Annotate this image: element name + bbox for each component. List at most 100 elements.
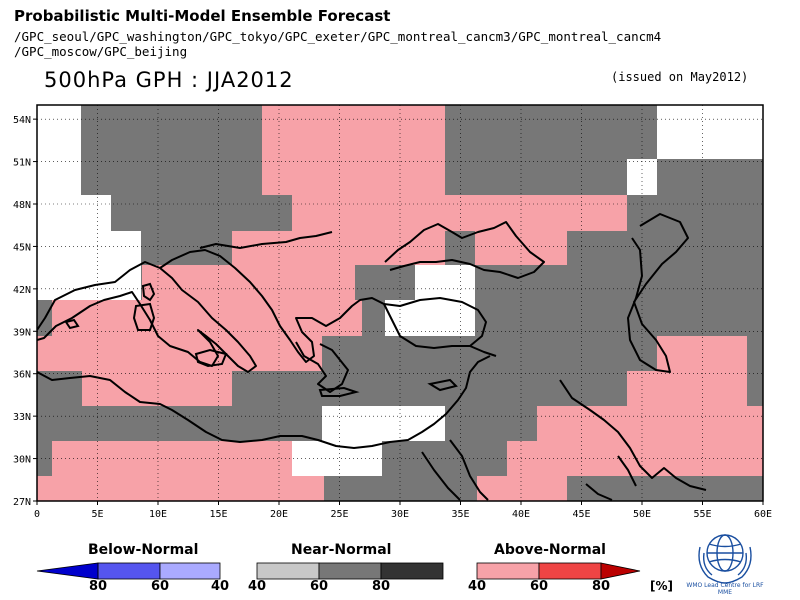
legend-swatch-below-40: [159, 562, 221, 580]
page-title: Probabilistic Multi-Model Ensemble Forec…: [14, 7, 391, 25]
lat-tick-label: 36N: [13, 370, 31, 381]
below-normal-region: [37, 231, 141, 265]
near-normal-patches: [37, 231, 763, 371]
below-normal-region: [37, 195, 111, 231]
lon-tick-label: 60E: [754, 509, 772, 520]
near-normal-region: [322, 336, 382, 371]
legend-title-below-normal: Below-Normal: [88, 542, 199, 558]
map-area: [37, 105, 763, 501]
coastline-adriatic-balkans: [159, 249, 497, 363]
lat-tick-label: 54N: [13, 115, 31, 126]
above-normal-region: [477, 476, 567, 501]
above-normal-region: [52, 441, 292, 476]
coastline-greece: [295, 341, 349, 393]
legend-below-normal-bar: [36, 562, 221, 580]
legend-swatch-above-80: [600, 562, 641, 580]
logo-caption: WMO Lead Centre for LRF MME: [686, 582, 764, 596]
coastline-baltic: [199, 231, 333, 249]
lat-tick-label: 51N: [13, 158, 31, 169]
coastline-north-africa: [37, 355, 491, 449]
island-sicily: [194, 348, 228, 368]
legend-swatch-near-60: [318, 562, 382, 580]
legend-tick-below-60: 60: [150, 579, 170, 594]
below-normal-region: [415, 265, 475, 300]
island-cyprus: [427, 378, 458, 392]
legend-swatch-above-40: [476, 562, 540, 580]
above-normal-region: [657, 336, 747, 371]
island-sardinia: [132, 302, 156, 331]
above-normal-region: [262, 105, 445, 195]
coastline-black-sea: [384, 221, 545, 279]
near-normal-region: [355, 265, 415, 300]
above-normal-region: [537, 406, 763, 441]
legend-title-near-normal: Near-Normal: [291, 542, 392, 558]
legend-swatch-near-40: [256, 562, 320, 580]
legend-swatch-above-60: [538, 562, 602, 580]
above-normal-region: [627, 371, 747, 406]
coastline-western-europe: [37, 261, 257, 373]
legend-tick-above-40: 40: [467, 579, 487, 594]
lon-tick-label: 40E: [512, 509, 530, 520]
lon-tick-label: 25E: [330, 509, 348, 520]
legend-tick-above-80: 80: [591, 579, 611, 594]
legend-tick-below-80: 80: [88, 579, 108, 594]
lat-tick-label: 33N: [13, 412, 31, 423]
islands: [64, 282, 458, 397]
lon-tick-label: 10E: [149, 509, 167, 520]
lon-tick-label: 50E: [633, 509, 651, 520]
legend-swatch-below-80: [37, 563, 98, 579]
legend-tick-below-40: 40: [210, 579, 230, 594]
lon-tick-label: 35E: [451, 509, 469, 520]
below-normal-region: [322, 406, 445, 441]
forecast-variable: 500hPa GPH : JJA2012: [44, 68, 294, 92]
model-list-line-2: /GPC_moscow/GPC_beijing: [14, 44, 188, 59]
legend-tick-near-60: 60: [309, 579, 329, 594]
coastline-levant-anatolia: [383, 297, 487, 347]
below-normal-regions: [37, 105, 763, 476]
above-normal-region: [82, 371, 232, 406]
legend-unit: [%]: [650, 579, 673, 593]
lon-tick-label: 30E: [391, 509, 409, 520]
model-list-line-1: /GPC_seoul/GPC_washington/GPC_tokyo/GPC_…: [14, 29, 662, 44]
lon-tick-label: 0: [34, 509, 40, 520]
lat-tick-label: 27N: [13, 497, 31, 508]
legend-swatch-below-60: [97, 562, 161, 580]
lat-tick-label: 42N: [13, 285, 31, 296]
legend-tick-near-80: 80: [371, 579, 391, 594]
island-balearic: [64, 318, 80, 330]
lon-tick-label: 55E: [693, 509, 711, 520]
lon-tick-label: 15E: [209, 509, 227, 520]
coastline-persian-gulf: [559, 379, 707, 491]
legend-above-normal-bar: [476, 562, 641, 580]
lat-tick-label: 30N: [13, 455, 31, 466]
wmo-globe-icon: [698, 534, 752, 584]
legend-title-above-normal: Above-Normal: [494, 542, 606, 558]
issue-date: (issued on May2012): [611, 70, 749, 84]
legend-swatch-near-80: [380, 562, 444, 580]
lon-tick-label: 5E: [91, 509, 103, 520]
legend-tick-above-60: 60: [529, 579, 549, 594]
lon-tick-label: 45E: [572, 509, 590, 520]
above-normal-region: [37, 336, 322, 371]
coastline-caspian-sea: [627, 213, 689, 373]
legend-outline: [36, 562, 99, 580]
longitude-axis: 0 5E 10E 15E 20E 25E 30E 35E 40E 45E 50E 55E 60E: [34, 501, 772, 520]
coastline-red-sea: [421, 439, 489, 501]
below-normal-region: [37, 105, 81, 195]
above-normal-regions: [37, 105, 763, 501]
coastlines: [37, 213, 707, 501]
lon-tick-label: 20E: [270, 509, 288, 520]
island-corsica: [141, 282, 156, 302]
legend-tick-near-40: 40: [247, 579, 267, 594]
below-normal-region: [657, 105, 763, 159]
latitude-axis: 27N 30N 33N 36N 39N 42N 45N 48N 51N 54N: [13, 115, 37, 508]
near-normal-region: [567, 231, 763, 265]
above-normal-region: [292, 195, 627, 231]
lat-tick-label: 39N: [13, 327, 31, 338]
lat-tick-label: 48N: [13, 200, 31, 211]
above-normal-region: [37, 476, 324, 501]
coastline-arabian-coast: [585, 483, 613, 501]
legend-near-normal-bar: [256, 562, 444, 580]
lat-tick-label: 45N: [13, 242, 31, 253]
island-crete: [318, 386, 360, 397]
